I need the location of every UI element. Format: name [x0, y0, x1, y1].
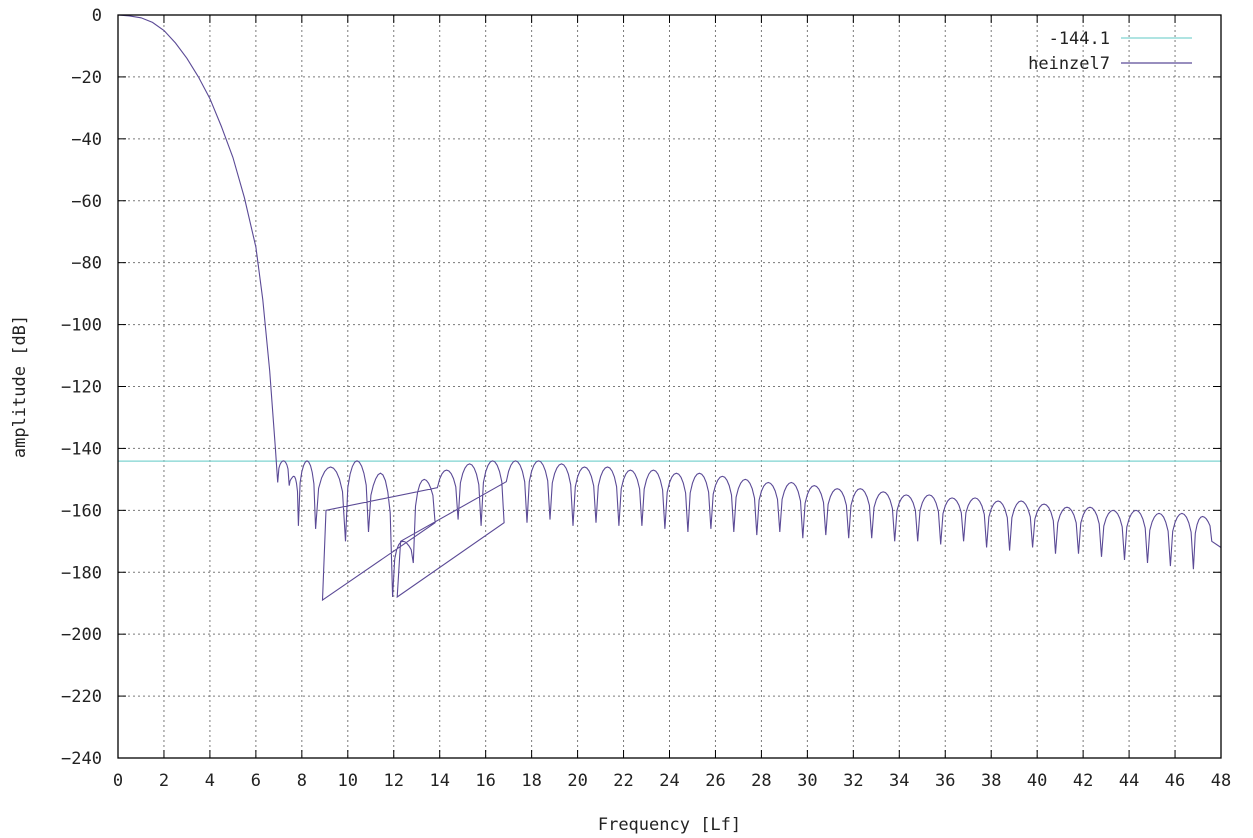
- x-tick-label: 24: [659, 771, 679, 791]
- x-tick-label: 12: [384, 771, 404, 791]
- x-tick-label: 34: [889, 771, 909, 791]
- y-tick-label: −140: [61, 439, 102, 459]
- grid-layer: [118, 15, 1221, 758]
- y-tick-label: −80: [71, 254, 102, 274]
- x-tick-label: 14: [429, 771, 449, 791]
- x-tick-label: 4: [205, 771, 215, 791]
- x-tick-label: 40: [1027, 771, 1047, 791]
- y-tick-label: −220: [61, 687, 102, 707]
- series-layer: [117, 14, 1222, 602]
- x-tick-label: 26: [705, 771, 725, 791]
- x-tick-label: 18: [521, 771, 541, 791]
- y-tick-label: −120: [61, 378, 102, 398]
- x-tick-label: 38: [981, 771, 1001, 791]
- y-tick-label: −180: [61, 563, 102, 583]
- y-tick-label: −240: [61, 749, 102, 769]
- y-tick-label: −100: [61, 316, 102, 336]
- series-line-heinzel7: [117, 14, 1222, 602]
- legend-label-144: -144.1: [1049, 29, 1110, 49]
- y-tick-label: −160: [61, 501, 102, 521]
- y-tick-label: −200: [61, 625, 102, 645]
- x-tick-label: 30: [797, 771, 817, 791]
- x-tick-label: 20: [567, 771, 587, 791]
- x-tick-label: 0: [113, 771, 123, 791]
- y-tick-label: 0: [92, 6, 102, 26]
- legend-label-heinzel7: heinzel7: [1028, 54, 1110, 74]
- y-tick-label: −40: [71, 130, 102, 150]
- x-tick-label: 2: [159, 771, 169, 791]
- legend: -144.1 heinzel7: [1028, 29, 1192, 74]
- x-tick-label: 42: [1073, 771, 1093, 791]
- y-tick-label: −60: [71, 192, 102, 212]
- x-tick-label: 48: [1211, 771, 1231, 791]
- x-tick-label: 28: [751, 771, 771, 791]
- x-tick-label: 10: [338, 771, 358, 791]
- x-tick-label: 6: [251, 771, 261, 791]
- x-tick-label: 44: [1119, 771, 1139, 791]
- x-tick-label: 22: [613, 771, 633, 791]
- x-tick-label: 32: [843, 771, 863, 791]
- x-tick-label: 36: [935, 771, 955, 791]
- axis-layer: 0 2 4 6 8 10 12 14 16 18 20 22 24 26 28 30 32 34 36 38 40 42 4…: [61, 6, 1231, 791]
- y-axis-title: amplitude [dB]: [10, 315, 30, 458]
- x-tick-label: 16: [475, 771, 495, 791]
- x-tick-label: 46: [1165, 771, 1185, 791]
- x-tick-label: 8: [297, 771, 307, 791]
- y-tick-label: −20: [71, 68, 102, 88]
- x-axis-title: Frequency [Lf]: [598, 815, 741, 835]
